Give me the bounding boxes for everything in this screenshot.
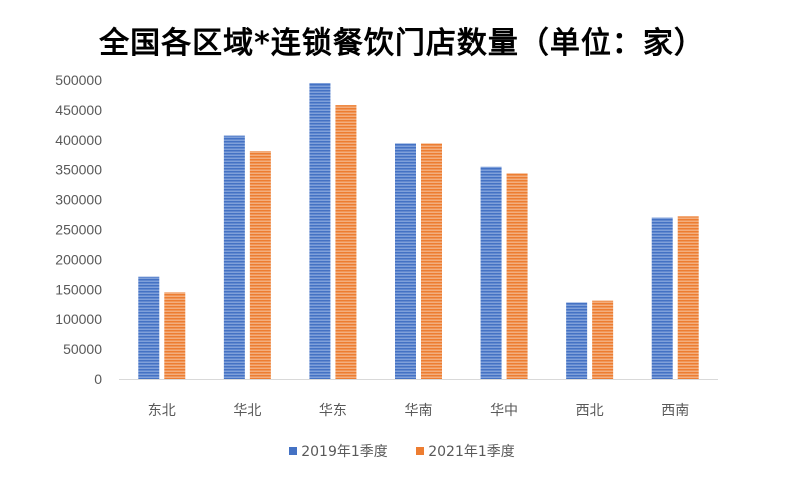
bar-2021-6 xyxy=(677,216,699,379)
y-tick-label: 350000 xyxy=(55,162,102,178)
bar-2019-0 xyxy=(138,276,160,379)
x-tick-label: 华北 xyxy=(233,403,261,419)
legend-item-2021: 2021年1季度 xyxy=(416,441,515,461)
x-tick-label: 西北 xyxy=(576,403,604,419)
y-tick-label: 150000 xyxy=(55,281,102,297)
bar-2019-4 xyxy=(480,166,502,379)
x-tick-label: 华南 xyxy=(405,403,433,419)
bar-2019-2 xyxy=(309,82,331,380)
bar-2021-4 xyxy=(506,173,528,379)
legend-swatch-2019 xyxy=(289,447,298,455)
bar-2021-1 xyxy=(249,151,271,379)
y-tick-label: 50000 xyxy=(63,341,102,357)
legend-label-2021: 2021年1季度 xyxy=(428,444,515,460)
x-tick-label: 西南 xyxy=(661,403,689,419)
bar-2021-5 xyxy=(592,300,614,379)
x-tick-label: 华东 xyxy=(319,403,347,419)
y-tick-label: 0 xyxy=(94,371,102,387)
y-tick-label: 500000 xyxy=(55,72,102,88)
bar-2019-5 xyxy=(566,302,588,379)
legend-swatch-2021 xyxy=(416,447,425,455)
y-tick-label: 300000 xyxy=(55,192,102,208)
bar-2019-3 xyxy=(395,143,416,379)
chart-title: 全国各区域*连锁餐饮门店数量（单位：家） xyxy=(99,26,705,61)
y-tick-label: 100000 xyxy=(55,311,102,327)
legend-item-2019: 2019年1季度 xyxy=(289,441,388,461)
bar-2021-0 xyxy=(164,292,186,379)
y-tick-label: 250000 xyxy=(55,222,102,238)
x-tick-label: 华中 xyxy=(490,403,518,419)
legend-label-2019: 2019年1季度 xyxy=(301,444,388,460)
bar-2019-1 xyxy=(223,135,245,379)
y-tick-label: 450000 xyxy=(55,102,102,118)
x-tick-label: 东北 xyxy=(148,403,176,419)
bar-2021-2 xyxy=(335,105,357,379)
bar-2019-6 xyxy=(651,217,673,379)
y-tick-label: 200000 xyxy=(55,251,102,267)
y-tick-label: 400000 xyxy=(55,132,102,148)
bar-2021-3 xyxy=(421,143,442,379)
legend: 2019年1季度 2021年1季度 xyxy=(0,441,804,461)
